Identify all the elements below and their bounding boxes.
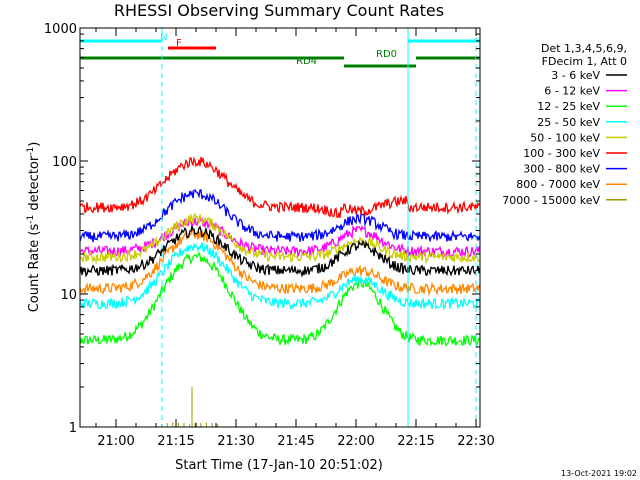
legend-item-label: 12 - 25 keV bbox=[537, 100, 600, 113]
plot-frame bbox=[79, 27, 481, 428]
flag-label: RD0 bbox=[376, 49, 397, 60]
flag-label: N bbox=[160, 32, 167, 43]
series-1-line bbox=[79, 216, 481, 259]
flag-label: F bbox=[176, 38, 182, 49]
legend-item-label: 50 - 100 keV bbox=[530, 131, 600, 144]
x-axis-label: Start Time (17-Jan-10 20:51:02) bbox=[175, 458, 383, 473]
y-tick-label: 1 bbox=[69, 421, 77, 436]
legend-item-label: 6 - 12 keV bbox=[544, 85, 600, 98]
y-axis-label: Count Rate (s-1 detector-1) bbox=[26, 142, 42, 313]
x-tick-label: 21:15 bbox=[157, 434, 194, 449]
legend-item-label: 7000 - 15000 keV bbox=[502, 194, 600, 207]
x-tick-label: 22:30 bbox=[457, 434, 494, 449]
x-tick-label: 21:30 bbox=[217, 434, 254, 449]
series-4-line bbox=[79, 212, 481, 265]
legend-item-label: 25 - 50 keV bbox=[537, 116, 600, 129]
y-tick-label: 100 bbox=[52, 155, 77, 170]
legend-header-line-1: Det 1,3,4,5,6,9, bbox=[541, 42, 627, 55]
legend-header-line-2: FDecim 1, Att 0 bbox=[542, 55, 627, 68]
flag-label: RD4 bbox=[296, 56, 317, 67]
x-tick-label: 21:45 bbox=[277, 434, 314, 449]
x-tick-label: 22:15 bbox=[397, 434, 434, 449]
legend-item-label: 3 - 6 keV bbox=[551, 69, 600, 82]
series-6-line bbox=[79, 188, 481, 243]
flag-bars: NF RD0 RD4 bbox=[80, 32, 480, 68]
y-tick-label: 1000 bbox=[44, 22, 77, 37]
series-5-line bbox=[79, 156, 481, 219]
x-tick-label: 21:00 bbox=[97, 434, 134, 449]
series-0-line bbox=[79, 225, 481, 278]
y-tick-label: 10 bbox=[60, 288, 77, 303]
series-7-line bbox=[79, 228, 481, 297]
legend-item-label: 100 - 300 keV bbox=[523, 147, 600, 160]
legend-item-label: 800 - 7000 keV bbox=[516, 178, 600, 191]
series-layer bbox=[79, 156, 481, 427]
x-axis-ticks: 21:00 21:15 21:30 21:45 22:00 22:15 22:30 bbox=[95, 28, 495, 449]
series-2-line bbox=[79, 251, 481, 347]
y-axis-ticks: 1 10 100 1000 bbox=[44, 22, 480, 436]
legend-item-label: 300 - 800 keV bbox=[523, 163, 600, 176]
x-tick-label: 22:00 bbox=[337, 434, 374, 449]
chart-title: RHESSI Observing Summary Count Rates bbox=[114, 1, 444, 20]
footer-timestamp: 13-Oct-2021 19:02 bbox=[561, 469, 637, 478]
legend: Det 1,3,4,5,6,9, FDecim 1, Att 0 3 - 6 k… bbox=[502, 42, 627, 207]
series-3-line bbox=[79, 242, 481, 311]
